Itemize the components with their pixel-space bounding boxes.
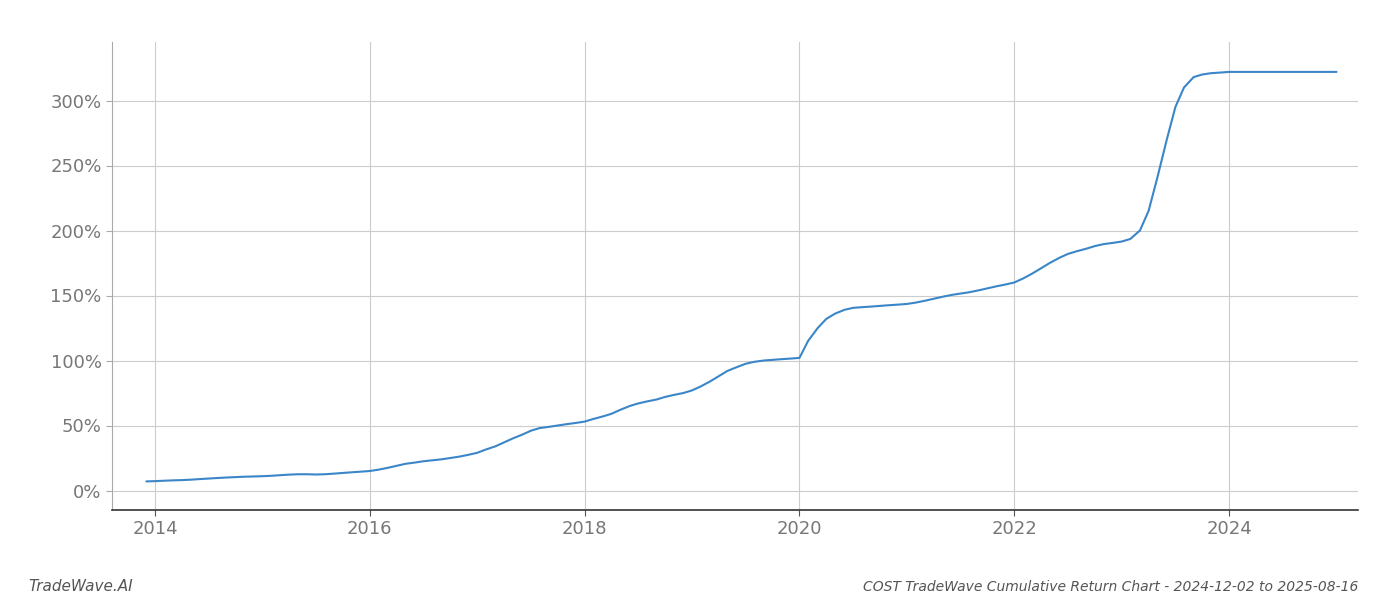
Text: COST TradeWave Cumulative Return Chart - 2024-12-02 to 2025-08-16: COST TradeWave Cumulative Return Chart -… [862,580,1358,594]
Text: TradeWave.AI: TradeWave.AI [28,579,133,594]
